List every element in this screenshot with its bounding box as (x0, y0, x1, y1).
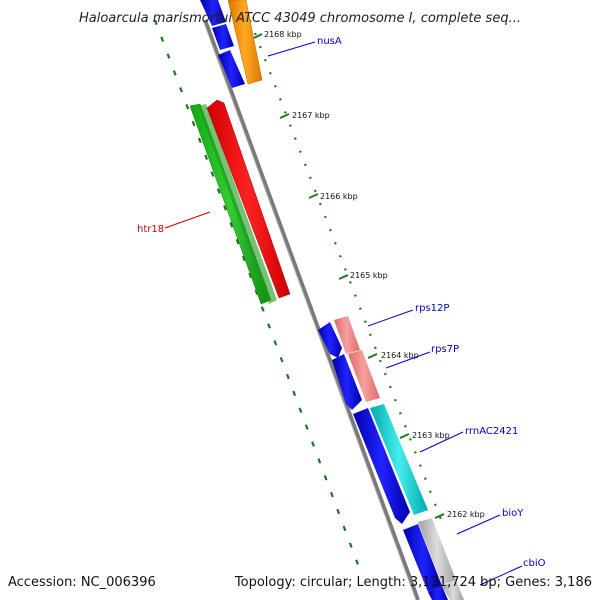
tick-mark (367, 353, 378, 359)
gene-rrnAC2421-blue[interactable] (353, 408, 410, 524)
tick-mark (279, 113, 290, 119)
tick-label: 2166 kbp (320, 192, 358, 201)
gene-blue-nusA[interactable] (218, 50, 245, 88)
gene-blue-top[interactable] (200, 0, 226, 26)
feature-track-left (189, 0, 277, 305)
gene-label-nusA[interactable]: nusA (317, 36, 342, 47)
gene-rrnAC2421-cyan[interactable] (370, 404, 428, 515)
gene-labels: nusA htr18 rps12P rps7P rrnAC2421 bioY c… (137, 36, 546, 586)
gene-bioY-blue[interactable] (403, 524, 442, 592)
tick-mark (253, 33, 263, 39)
tick-label: 2167 kbp (292, 111, 330, 120)
feature-track-right (206, 0, 464, 600)
tick-mark (434, 513, 445, 519)
gene-label-cbiO[interactable]: cbiO (523, 558, 546, 569)
tick-mark (399, 433, 410, 439)
gene-rps12P-pink[interactable] (334, 316, 360, 354)
leader-cbiO (479, 565, 523, 586)
leader-bioY (456, 514, 501, 535)
tick-label: 2168 kbp (264, 30, 302, 39)
gene-blue-top-right[interactable] (212, 24, 234, 50)
tick-label: 2164 kbp (381, 351, 419, 360)
tick-mark (308, 193, 319, 199)
tick-marks: 2168 kbp 2167 kbp 2166 kbp 2165 kbp 2164… (253, 30, 485, 519)
tick-label: 2163 kbp (412, 431, 450, 440)
backbone-line (203, 19, 420, 600)
gene-rps7P-blue[interactable] (332, 354, 362, 410)
leader-nusA (267, 41, 316, 57)
gene-bioY-grey[interactable] (418, 518, 456, 585)
gene-label-htr18[interactable]: htr18 (137, 224, 164, 235)
gene-nusA-orange[interactable] (227, 0, 263, 85)
tick-label: 2165 kbp (350, 271, 388, 280)
leader-htr18 (164, 211, 211, 229)
topology-text: Topology: circular; Length: 3,131,724 bp… (234, 575, 592, 590)
gene-label-rps12P[interactable]: rps12P (415, 303, 449, 314)
backbone-highlight (202, 19, 417, 600)
gene-rps7P-pink[interactable] (348, 350, 380, 402)
gene-cbiO-blue[interactable] (428, 586, 448, 600)
gene-htr18-green-inner (198, 104, 277, 304)
gene-rps12P-blue[interactable] (318, 322, 342, 358)
tick-mark (338, 274, 349, 280)
leader-rrnAC2421 (419, 431, 464, 453)
gene-label-bioY[interactable]: bioY (502, 508, 524, 519)
leader-rps12P (367, 309, 414, 327)
accession-text: Accession: NC_006396 (8, 575, 156, 590)
map-title: Haloarcula marismortui ATCC 43049 chromo… (79, 11, 521, 26)
outer-dotted-ring (153, 19, 362, 571)
leader-rps7P (385, 351, 431, 369)
gene-label-rrnAC2421[interactable]: rrnAC2421 (465, 426, 518, 437)
gene-cbiO-grey[interactable] (442, 580, 464, 600)
gene-label-rps7P[interactable]: rps7P (431, 344, 459, 355)
tick-label: 2162 kbp (447, 510, 485, 519)
gene-htr18-red[interactable] (206, 99, 291, 299)
